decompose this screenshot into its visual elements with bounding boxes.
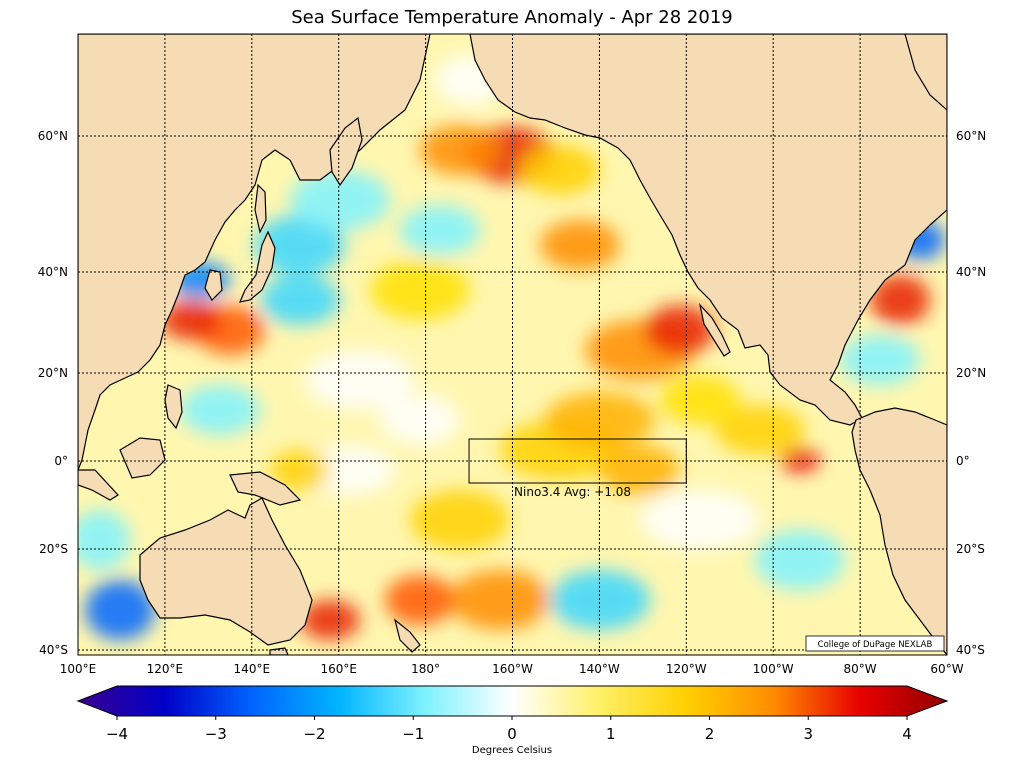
anomaly-blob (400, 205, 480, 255)
colorbar: −4 −3 −2 −1 0 1 2 3 4 (76, 685, 949, 743)
anomaly-blob (545, 392, 655, 448)
land-sumatra (78, 469, 119, 501)
land-kamchatka (329, 116, 363, 187)
latitude-label-right: 60°N (956, 129, 986, 143)
anomaly-blobs (78, 55, 945, 640)
longitude-label: 160°W (492, 662, 533, 676)
latitude-label-left: 20°N (38, 366, 68, 380)
land-baja (698, 302, 731, 357)
anomaly-blob (78, 510, 130, 570)
longitude-label: 120°E (147, 662, 184, 676)
colorbar-ticks: −4 −3 −2 −1 0 1 2 3 4 (106, 716, 912, 743)
anomaly-blob (450, 570, 550, 630)
latitude-label-right: 40°N (956, 265, 986, 279)
anomaly-blob (410, 490, 510, 550)
anomaly-blob (160, 300, 220, 340)
anomaly-blob (780, 448, 820, 472)
anomaly-blob (420, 125, 500, 175)
land-north-america (469, 34, 947, 426)
latitude-label-left: 40°S (39, 643, 68, 657)
anomaly-blob (270, 450, 330, 490)
longitude-label: 140°E (234, 662, 271, 676)
colorbar-tick-label: −1 (402, 725, 424, 743)
land-south-america (851, 407, 947, 655)
colorbar-tick-label: −4 (106, 725, 128, 743)
latitude-label-right: 40°S (956, 643, 985, 657)
latitude-label-right: 0° (956, 454, 970, 468)
latitude-label-left: 20°S (39, 542, 68, 556)
latitude-label-right: 20°S (956, 542, 985, 556)
land-sakhalin (254, 183, 267, 234)
longitude-label: 120°W (666, 662, 707, 676)
colorbar-label: Degrees Celsius (471, 745, 553, 756)
anomaly-blob (870, 275, 930, 325)
land-greenland (904, 34, 947, 111)
graticule (78, 34, 947, 655)
colorbar-tick-label: 2 (705, 725, 715, 743)
anomaly-blob (520, 145, 600, 195)
credit-label: College of DuPage NEXLAB (818, 640, 933, 650)
anomaly-blob (385, 575, 455, 625)
colorbar-tick-label: −2 (303, 725, 325, 743)
longitude-labels: 100°E 120°E 140°E 160°E 180° 160°W 140°W 120°W 1… (60, 662, 964, 676)
latitude-label-left: 0° (54, 454, 68, 468)
longitude-label: 100°E (60, 662, 97, 676)
anomaly-blob (305, 445, 395, 495)
anomaly-blob (540, 220, 620, 270)
anomaly-blob (300, 600, 360, 640)
longitude-label: 140°W (579, 662, 620, 676)
land-new-guinea (229, 471, 302, 506)
longitude-label: 100°W (753, 662, 794, 676)
land-japan (239, 230, 276, 303)
longitude-label: 160°E (320, 662, 357, 676)
anomaly-blob (645, 305, 715, 355)
colorbar-bar (76, 685, 949, 717)
colorbar-tick-label: 0 (507, 725, 517, 743)
longitude-label: 60°W (930, 662, 963, 676)
longitude-label: 180° (411, 662, 440, 676)
anomaly-blob (840, 335, 920, 385)
land-australia (139, 497, 313, 646)
latitude-label-left: 40°N (38, 265, 68, 279)
nino34-label: Nino3.4 Avg: +1.08 (514, 485, 631, 499)
anomaly-blob (305, 350, 415, 410)
anomaly-blob (660, 375, 740, 425)
land-new-zealand (393, 618, 421, 653)
colorbar-tick-label: 1 (606, 725, 616, 743)
anomaly-blob (180, 385, 260, 435)
land-layer (78, 34, 947, 655)
map-frame (77, 33, 948, 656)
latitude-labels: 60°N 60°N 40°N 40°N 20°N 20°N 0° 0° 20°S 20°S 40°S… (38, 129, 987, 657)
anomaly-blob (260, 275, 340, 325)
map-title: Sea Surface Temperature Anomaly - Apr 28… (291, 7, 733, 28)
longitude-label: 80°W (844, 662, 877, 676)
credit-box (805, 635, 945, 652)
anomaly-blob (715, 405, 805, 455)
anomaly-blob (255, 215, 345, 275)
anomaly-blob (550, 570, 650, 630)
latitude-label-right: 20°N (956, 366, 986, 380)
colorbar-tick-label: 4 (902, 725, 912, 743)
anomaly-blob (640, 490, 760, 550)
colorbar-tick-label: −3 (205, 725, 227, 743)
colorbar-tick-label: 3 (803, 725, 813, 743)
anomaly-blob (755, 530, 845, 590)
anomaly-blob (380, 395, 460, 445)
nino34-box (468, 438, 687, 484)
anomaly-blob (290, 170, 390, 230)
latitude-label-left: 60°N (38, 129, 68, 143)
anomaly-blob (370, 260, 470, 320)
land-tasmania (269, 647, 289, 655)
anomaly-blob (85, 580, 155, 640)
